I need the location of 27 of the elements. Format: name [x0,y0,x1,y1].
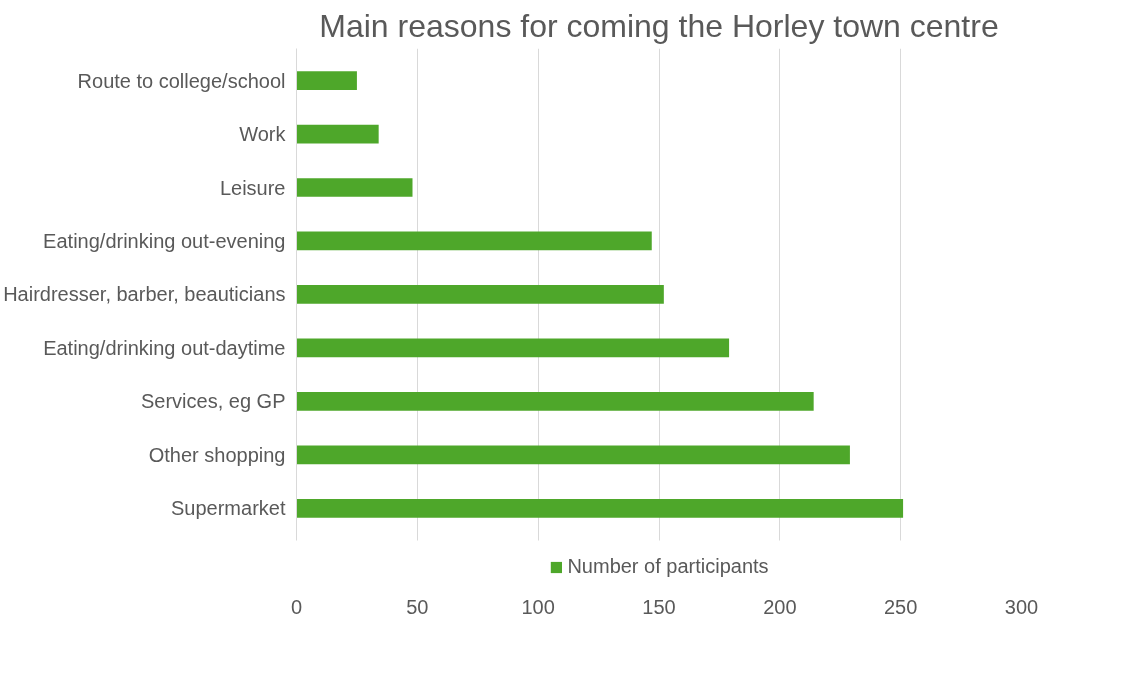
y-tick-label: Work [239,123,287,146]
y-tick-label: Supermarket [171,497,286,520]
bar [296,231,652,251]
y-tick-label: Eating/drinking out-evening [43,229,286,252]
chart-title: Main reasons for coming the Horley town centre [319,7,999,44]
y-tick-label: Hairdresser, barber, beauticians [3,283,286,306]
x-tick-label: 200 [763,595,797,618]
y-tick-label: Leisure [219,176,286,199]
legend-label: Number of participants [567,555,769,578]
bar [296,338,730,358]
y-tick-label: Eating/drinking out-daytime [43,336,286,359]
x-tick-label: 250 [883,595,918,618]
x-tick-label: 150 [642,595,676,618]
bar [296,445,850,465]
bar [296,71,357,90]
bar [296,178,413,197]
x-tick-label: 100 [521,595,555,618]
y-tick-label: Other shopping [148,443,286,466]
y-tick-label: Route to college/school [77,69,286,92]
bar [296,498,904,518]
bar [296,124,379,144]
bar [296,285,664,304]
x-tick-label: 300 [1004,595,1039,618]
y-tick-label: Services, eg GP [141,390,286,413]
bar [296,392,814,411]
x-tick-label: 0 [290,595,303,618]
x-tick-label: 50 [406,595,429,618]
